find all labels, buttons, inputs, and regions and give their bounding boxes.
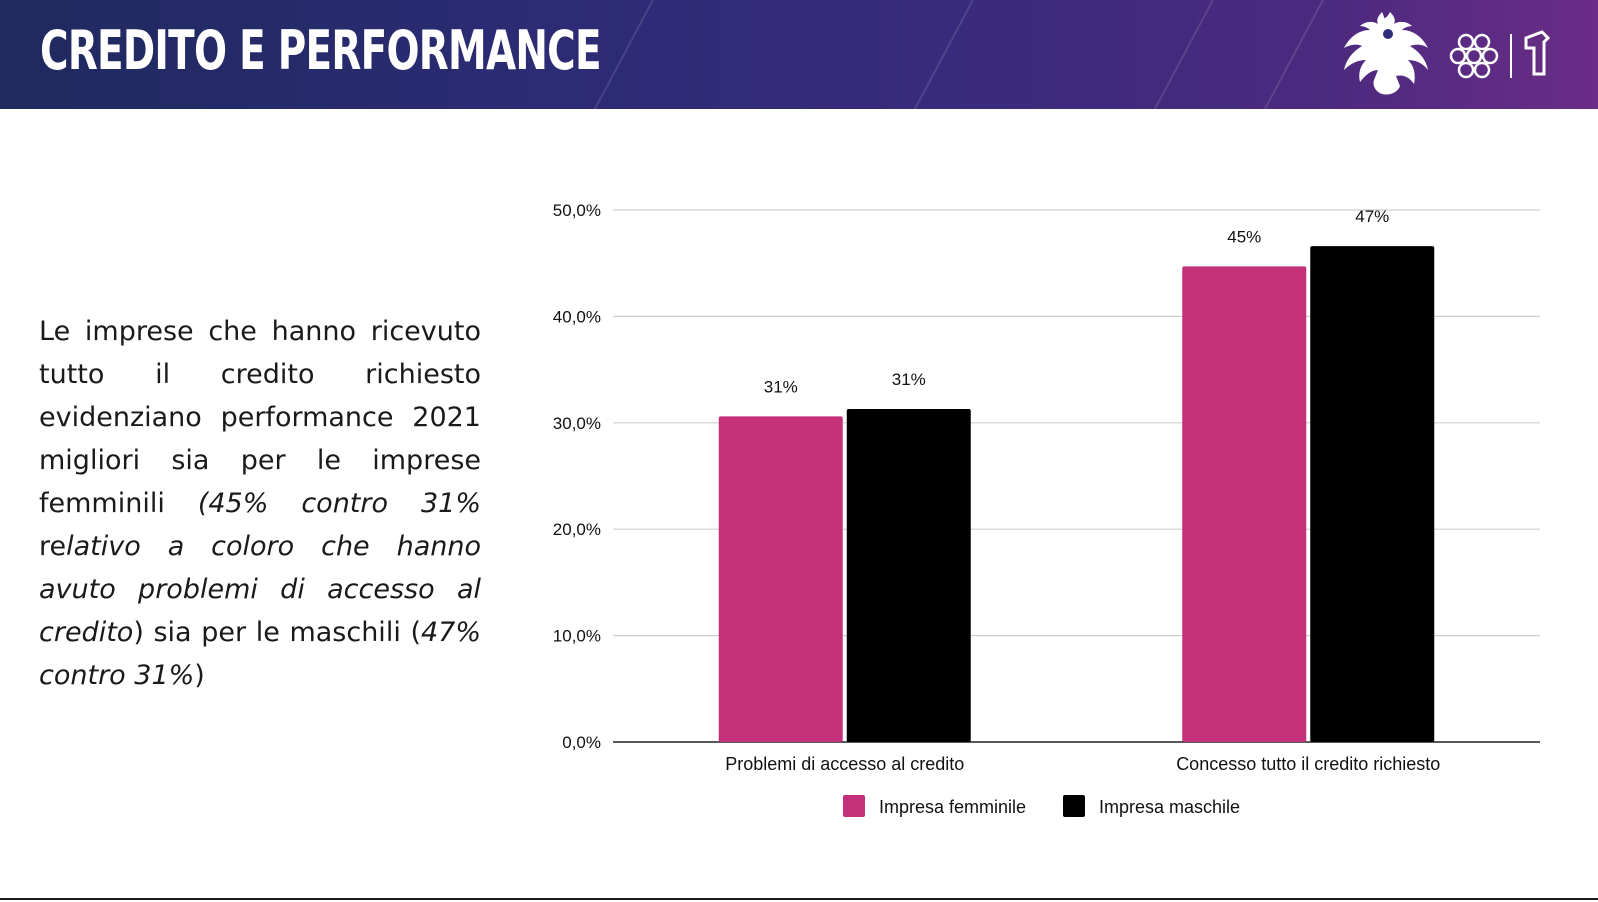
legend-swatch xyxy=(843,795,865,817)
banner-streak xyxy=(1119,0,1243,109)
bar xyxy=(718,416,843,742)
description-text: Le imprese che hanno ricevuto tutto il c… xyxy=(39,310,481,697)
legend-swatch xyxy=(1063,795,1085,817)
description-italic: 47% contro 31% xyxy=(39,617,481,691)
eagle-emblem-icon xyxy=(1344,12,1428,95)
flag-mark-icon xyxy=(1524,30,1551,76)
data-label: 47% xyxy=(1355,207,1389,226)
banner-streak xyxy=(1229,0,1353,109)
header-banner: CREDITO E PERFORMANCE xyxy=(0,0,1598,109)
y-tick-label: 30,0% xyxy=(553,414,601,433)
logo-group xyxy=(1344,12,1551,95)
legend-label: Impresa maschile xyxy=(1099,797,1240,817)
description-part: re xyxy=(39,531,67,562)
description-part: ) xyxy=(194,660,205,691)
banner-streak xyxy=(879,0,1003,109)
y-tick-label: 0,0% xyxy=(562,733,601,752)
data-label: 31% xyxy=(892,370,926,389)
x-tick-label: Concesso tutto il credito richiesto xyxy=(1176,754,1440,774)
y-tick-label: 50,0% xyxy=(553,201,601,220)
description-italic: lativo a coloro che hanno avuto problemi… xyxy=(39,531,481,648)
knot-symbol-icon xyxy=(1449,33,1499,79)
y-tick-label: 10,0% xyxy=(553,627,601,646)
bar-chart: 0,0% 10,0% 20,0% 30,0% 40,0% 50,0% 31% 31% Probl… xyxy=(553,201,1540,817)
bottom-rule xyxy=(0,898,1598,900)
page-title: CREDITO E PERFORMANCE xyxy=(40,19,602,82)
y-tick-label: 20,0% xyxy=(553,520,601,539)
data-label: 45% xyxy=(1227,227,1261,246)
bar xyxy=(846,408,971,742)
data-label: 31% xyxy=(764,377,798,396)
logo-divider xyxy=(1510,34,1512,78)
x-tick-label: Problemi di accesso al credito xyxy=(725,754,964,774)
y-tick-label: 40,0% xyxy=(553,307,601,326)
description-italic: (45% contro 31% xyxy=(197,488,481,519)
description-part: ) sia per le maschili ( xyxy=(133,617,421,648)
bar xyxy=(1310,246,1435,742)
legend-label: Impresa femminile xyxy=(879,797,1026,817)
bar xyxy=(1182,266,1307,742)
description-part: Le imprese che hanno ricevuto tutto il c… xyxy=(39,316,481,519)
